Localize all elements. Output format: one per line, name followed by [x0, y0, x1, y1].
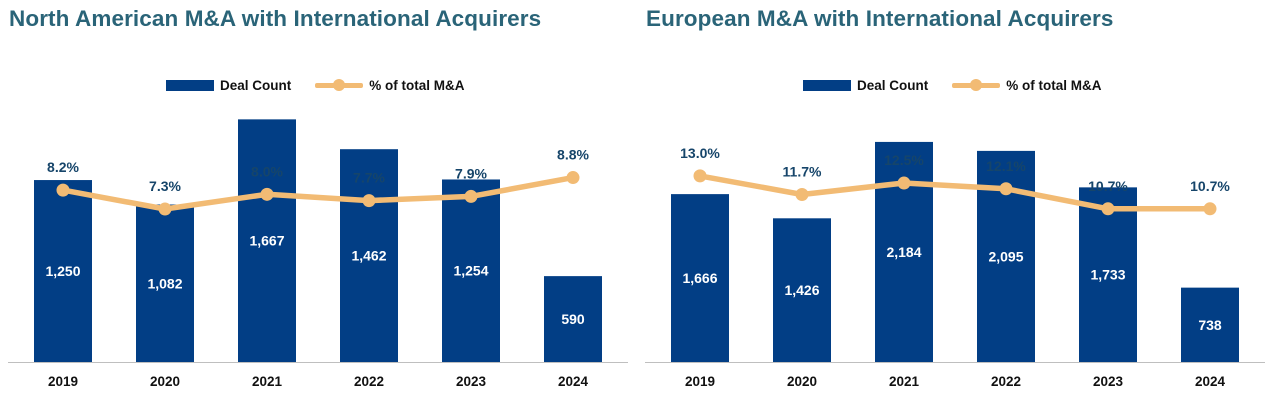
bar-2022: [340, 149, 398, 362]
legend-label-deal-count: Deal Count: [220, 77, 292, 93]
line-value-label: 12.1%: [986, 158, 1026, 174]
bar-2023: [442, 179, 500, 362]
bar-2019: [671, 194, 729, 362]
chart-title: European M&A with International Acquirer…: [646, 6, 1114, 31]
line-value-label: 8.0%: [251, 163, 283, 179]
x-tick-label: 2022: [991, 374, 1021, 389]
legend-item-bars: Deal Count: [166, 78, 291, 93]
line-value-label: 8.8%: [557, 147, 589, 163]
x-tick-label: 2019: [48, 374, 78, 389]
bar-2023: [1079, 187, 1137, 362]
x-tick-label: 2024: [558, 374, 589, 389]
bar-value-label: 2,184: [886, 244, 921, 260]
line-marker-2021: [897, 176, 911, 190]
bar-2019: [34, 180, 92, 362]
line-marker-2023: [1101, 202, 1115, 216]
north-america-plot: 1,250 1,082 1,667 1,462 1,254 590 2019 2020 2021…: [8, 119, 628, 389]
line-marker-2022: [999, 182, 1013, 196]
x-tick-label: 2022: [354, 374, 384, 389]
bar-value-label: 1,733: [1090, 267, 1125, 283]
pct-total-line: [697, 173, 1213, 212]
europe-plot: 1,666 1,426 2,184 2,095 1,733 738 2019 2020 2021…: [645, 141, 1265, 389]
line-marker-2020: [795, 187, 809, 201]
legend-bar-swatch: [166, 79, 214, 91]
x-tick-label: 2023: [1093, 374, 1124, 389]
line-marker-2022: [362, 194, 376, 208]
bar-value-label: 1,426: [784, 282, 819, 298]
europe-chart-panel: European M&A with International Acquirer…: [637, 0, 1273, 404]
line-value-label: 7.9%: [455, 165, 487, 181]
line-marker-2020: [158, 202, 172, 216]
x-tick-label: 2021: [252, 374, 283, 389]
line-marker-2023: [464, 189, 478, 203]
x-tick-label: 2019: [685, 374, 715, 389]
bar-2024: [544, 276, 602, 362]
legend-line-swatch: [952, 79, 1001, 91]
bar-value-label: 1,462: [351, 248, 386, 264]
legend-line-swatch: [315, 79, 364, 91]
x-tick-label: 2020: [150, 374, 180, 389]
line-value-label: 10.7%: [1190, 178, 1230, 194]
chart-title: North American M&A with International Ac…: [9, 6, 542, 31]
line-value-label: 7.3%: [149, 178, 181, 194]
bar-2020: [773, 218, 831, 362]
legend-item-bars: Deal Count: [803, 78, 928, 93]
bar-value-label: 1,667: [249, 233, 284, 249]
bar-value-label: 2,095: [988, 248, 1023, 264]
bar-value-label: 1,254: [453, 263, 488, 279]
line-value-label: 12.5%: [884, 152, 924, 168]
north-america-chart-panel: North American M&A with International Ac…: [0, 0, 636, 404]
line-value-label: 8.2%: [47, 159, 79, 175]
pct-total-line: [60, 174, 576, 212]
legend-label-pct: % of total M&A: [369, 77, 465, 93]
bar-value-label: 1,666: [682, 270, 717, 286]
line-marker-2024: [566, 171, 580, 185]
bar-2020: [136, 204, 194, 362]
bar-value-label: 1,082: [147, 275, 182, 291]
line-value-label: 13.0%: [680, 145, 720, 161]
bar-2021: [238, 119, 296, 362]
legend-item-line: % of total M&A: [952, 77, 1102, 93]
bar-value-label: 1,250: [45, 263, 80, 279]
line-marker-2019: [56, 183, 70, 197]
chart-legend: Deal Count % of total M&A: [803, 74, 1126, 96]
x-tick-label: 2020: [787, 374, 817, 389]
chart-legend: Deal Count % of total M&A: [166, 74, 489, 96]
legend-bar-swatch: [803, 79, 851, 91]
line-marker-2019: [693, 169, 707, 183]
x-tick-label: 2021: [889, 374, 920, 389]
line-value-label: 10.7%: [1088, 178, 1128, 194]
bar-value-label: 590: [561, 311, 585, 327]
legend-label-deal-count: Deal Count: [857, 77, 929, 93]
line-value-label: 11.7%: [783, 163, 822, 179]
legend-label-pct: % of total M&A: [1006, 77, 1102, 93]
line-marker-2024: [1203, 202, 1217, 216]
line-value-label: 7.7%: [353, 170, 385, 186]
line-marker-2021: [260, 187, 274, 201]
x-tick-label: 2024: [1195, 374, 1226, 389]
bar-value-label: 738: [1198, 317, 1222, 333]
x-tick-label: 2023: [456, 374, 487, 389]
legend-item-line: % of total M&A: [315, 77, 465, 93]
bar-2024: [1181, 287, 1239, 362]
